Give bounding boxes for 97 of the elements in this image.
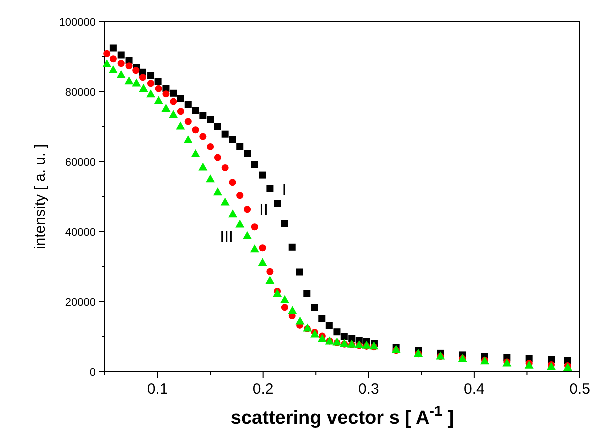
point — [140, 74, 146, 82]
point — [191, 149, 200, 158]
point — [288, 306, 298, 314]
point — [304, 290, 311, 298]
x-tick-label: 0.4 — [464, 381, 485, 398]
point — [116, 70, 126, 78]
point — [200, 133, 207, 140]
point — [192, 107, 200, 114]
point — [184, 101, 192, 108]
point — [259, 172, 266, 179]
point — [178, 108, 184, 116]
point — [334, 328, 341, 336]
x-tick-label: 0.2 — [252, 381, 274, 398]
point — [207, 143, 214, 150]
point — [207, 116, 214, 124]
point — [251, 161, 258, 168]
point — [110, 56, 117, 63]
point — [340, 333, 348, 340]
point — [318, 315, 326, 322]
point — [236, 192, 244, 200]
point — [192, 126, 200, 134]
x-tick-label: 0.5 — [570, 381, 590, 398]
point — [126, 62, 133, 70]
point — [243, 231, 252, 240]
y-tick-label: 40000 — [65, 227, 96, 239]
point — [170, 90, 178, 97]
point — [154, 96, 164, 104]
point — [326, 322, 333, 330]
point — [118, 60, 125, 68]
point — [244, 150, 251, 158]
point — [102, 60, 112, 68]
point — [176, 122, 186, 130]
point — [250, 244, 260, 253]
point — [177, 95, 184, 102]
point — [206, 174, 216, 183]
point — [281, 304, 288, 312]
point — [198, 162, 208, 171]
point — [162, 104, 171, 112]
y-tick-label: 0 — [90, 367, 96, 379]
point — [213, 188, 222, 196]
point — [132, 78, 142, 87]
point — [222, 164, 229, 172]
point — [220, 198, 230, 206]
point — [280, 295, 290, 304]
point — [229, 136, 236, 144]
point — [228, 210, 238, 218]
point — [108, 65, 118, 74]
x-axis-title: scattering vector s [ A$^{-1}$ ] — [230, 404, 454, 429]
series-label: III — [220, 228, 234, 246]
point — [288, 244, 296, 251]
point — [214, 154, 222, 162]
point — [139, 84, 148, 92]
point — [348, 335, 356, 342]
y-tick-label: 80000 — [65, 87, 96, 99]
point — [170, 98, 178, 106]
point — [281, 220, 288, 228]
point — [258, 258, 268, 266]
point — [266, 185, 274, 192]
point — [273, 289, 282, 298]
point — [274, 200, 282, 208]
point — [148, 80, 155, 88]
y-axis-title: intensity [ a. u. ] — [32, 144, 49, 250]
point — [229, 179, 236, 186]
x-tick-label: 0.3 — [358, 381, 380, 398]
point — [214, 123, 222, 130]
point — [146, 90, 156, 98]
point — [162, 90, 170, 98]
point — [266, 276, 275, 284]
point — [222, 130, 229, 138]
point — [318, 334, 327, 342]
point — [200, 112, 207, 120]
point — [236, 143, 244, 150]
x-tick-label: 0.1 — [147, 381, 168, 398]
point — [155, 85, 162, 92]
point — [296, 268, 304, 276]
y-tick-label: 100000 — [59, 17, 96, 29]
point — [296, 316, 305, 325]
y-tick-label: 60000 — [65, 157, 96, 169]
point — [118, 52, 125, 59]
point — [104, 50, 111, 58]
series-label: II — [260, 202, 268, 220]
point — [110, 44, 117, 52]
point — [169, 110, 178, 118]
point — [184, 135, 193, 144]
series-label: I — [282, 182, 287, 199]
point — [236, 220, 245, 228]
point — [259, 244, 266, 252]
point — [244, 206, 251, 214]
point — [154, 78, 162, 86]
point — [184, 118, 192, 126]
point — [148, 72, 155, 80]
point — [266, 268, 274, 276]
point — [251, 224, 258, 231]
y-tick-label: 20000 — [65, 297, 96, 309]
point — [132, 67, 140, 74]
point — [124, 76, 134, 85]
point — [311, 304, 318, 312]
